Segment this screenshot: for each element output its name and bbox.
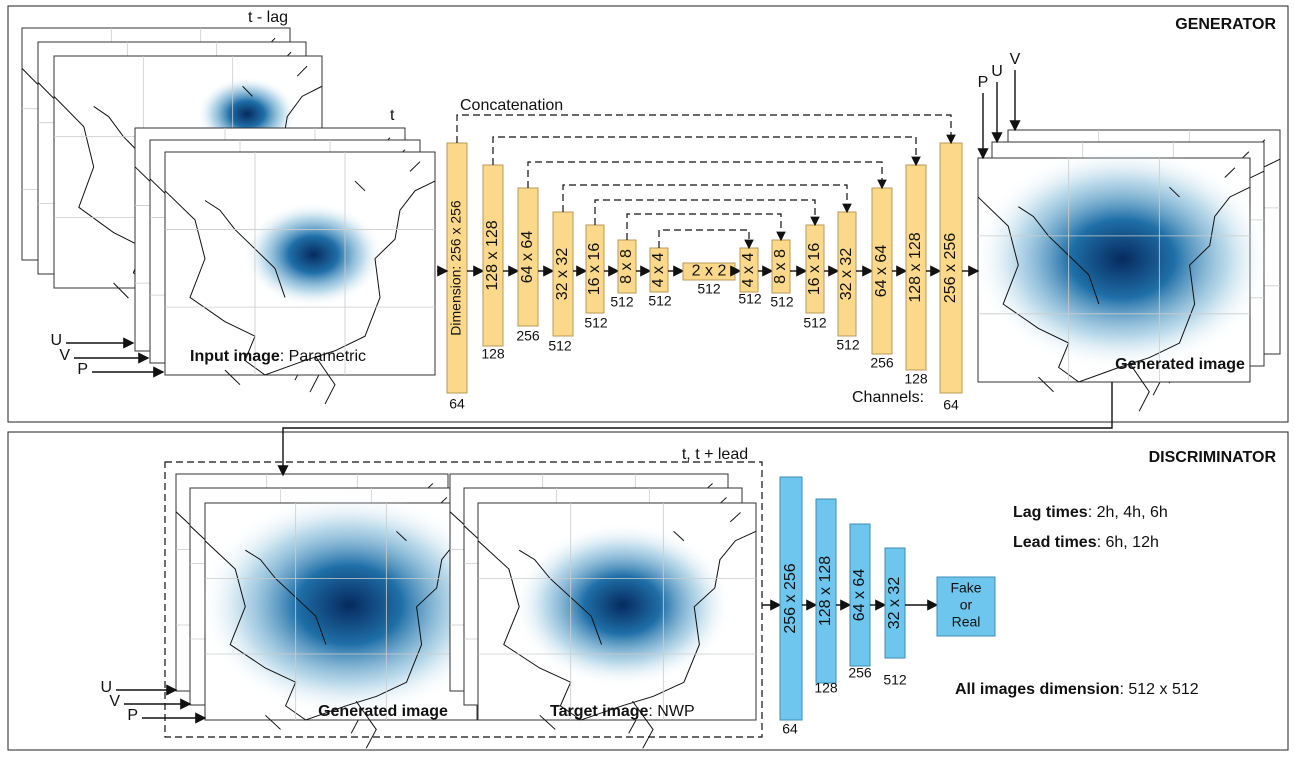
caption: Generated image (318, 703, 448, 720)
note-part: : 6h, 12h (1097, 534, 1159, 551)
block-size: 16 x 16 (806, 243, 823, 296)
connector (595, 200, 815, 225)
block-channels: 512 (610, 294, 634, 310)
input-caption: Input image: Parametric (190, 348, 366, 365)
note: Lead times: 6h, 12h (1013, 534, 1159, 551)
block-channels: 512 (803, 315, 827, 331)
block-size: 8 x 8 (618, 249, 635, 284)
block-size: 64 x 64 (519, 231, 536, 284)
time-label: t, t + lead (682, 446, 748, 463)
block-size: 32 x 32 (838, 248, 855, 301)
note-part: Lead times (1013, 534, 1097, 551)
arrow-head (811, 217, 819, 225)
input-label: P (978, 74, 989, 91)
input-label: V (109, 693, 120, 710)
note: All images dimension: 512 x 512 (955, 681, 1199, 698)
connector (563, 185, 847, 212)
block-channels: 256 (848, 665, 872, 681)
block-channels: 512 (836, 337, 860, 353)
note-part: : 2h, 4h, 6h (1088, 504, 1168, 521)
panel-title: DISCRIMINATOR (1149, 449, 1277, 466)
block-channels: 512 (770, 294, 794, 310)
map-field (244, 202, 384, 307)
connector (493, 137, 916, 165)
arrow-head (878, 180, 886, 188)
map-field (513, 522, 733, 687)
block-size: 128 x 128 (817, 556, 834, 626)
target-caption: Target image: NWP (550, 703, 695, 720)
block-size: 256 x 256 (782, 563, 799, 633)
channels-label: Channels: (852, 389, 924, 406)
connector (528, 162, 882, 188)
block-size: 64 x 64 (873, 245, 890, 298)
caption-part: Input image (190, 348, 280, 365)
input-label: P (77, 361, 88, 378)
block-channels: 512 (697, 281, 721, 297)
block-size: 4 x 4 (740, 253, 757, 288)
block-size: Dimension: 256 x 256 (448, 200, 464, 336)
block-channels: 128 (814, 680, 838, 696)
block-channels: 64 (449, 396, 465, 412)
connector (659, 230, 749, 248)
block-size: 32 x 32 (554, 248, 571, 301)
diagram: GENERATOR t - lag t Concatenation Input imag… (0, 0, 1294, 756)
caption-part: : Parametric (280, 348, 366, 365)
block-channels: 512 (548, 338, 572, 354)
input-label: U (991, 63, 1003, 80)
panel-title: GENERATOR (1175, 16, 1276, 33)
block-size: 2 x 2 (692, 263, 727, 280)
caption-part: : NWP (648, 703, 694, 720)
block-size: 4 x 4 (650, 253, 667, 288)
arrow-head (947, 135, 955, 143)
block-channels: 64 (943, 397, 959, 413)
note-part: All images dimension (955, 681, 1119, 698)
block-size: 128 x 128 (484, 220, 501, 290)
time-label: t - lag (248, 9, 288, 26)
block-size: 32 x 32 (886, 577, 903, 630)
block-channels: 512 (648, 293, 672, 309)
maps (22, 28, 1280, 748)
input-label: V (59, 347, 70, 364)
connector (627, 214, 781, 240)
output-label: Fake (950, 580, 981, 596)
output-label: or (960, 597, 973, 613)
block-channels: 512 (883, 672, 907, 688)
input-label: V (1010, 51, 1021, 68)
output-label: Real (952, 614, 981, 630)
caption-part: Target image (550, 703, 649, 720)
block-channels: 128 (904, 371, 928, 387)
input-label: P (127, 707, 138, 724)
time-label: t (390, 107, 395, 124)
arrow-head (777, 232, 785, 240)
block-size: 256 x 256 (942, 233, 959, 303)
block-channels: 256 (870, 355, 894, 371)
connector (457, 115, 951, 143)
block-size: 128 x 128 (907, 232, 924, 302)
concat-label: Concatenation (460, 97, 563, 114)
arrow-head (843, 204, 851, 212)
block-channels: 512 (584, 315, 608, 331)
block-channels: 512 (738, 291, 762, 307)
note-part: Lag times (1013, 504, 1088, 521)
note-part: : 512 x 512 (1119, 681, 1198, 698)
block-channels: 256 (516, 328, 540, 344)
block-channels: 64 (782, 721, 798, 737)
block-channels: 128 (481, 346, 505, 362)
arrow-head (745, 240, 753, 248)
note: Lag times: 2h, 4h, 6h (1013, 504, 1168, 521)
output-caption: Generated image (1115, 356, 1245, 373)
arrow-head (912, 157, 920, 165)
block-size: 64 x 64 (851, 569, 868, 622)
block-size: 8 x 8 (772, 249, 789, 284)
block-size: 16 x 16 (586, 243, 603, 296)
